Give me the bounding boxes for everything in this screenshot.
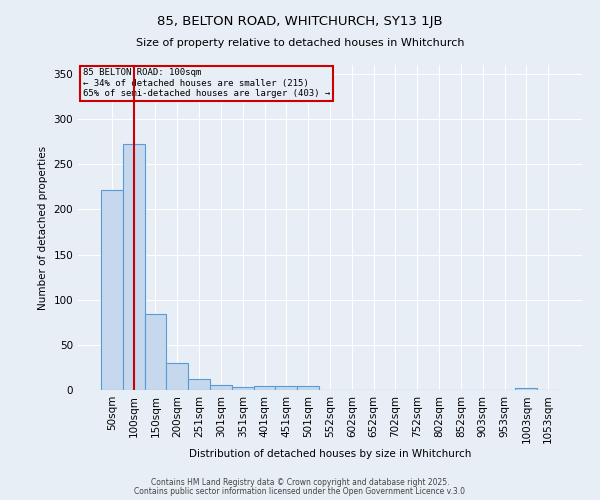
X-axis label: Distribution of detached houses by size in Whitchurch: Distribution of detached houses by size …	[189, 449, 471, 459]
Bar	[166, 363, 188, 390]
Bar	[254, 386, 275, 390]
Text: Contains HM Land Registry data © Crown copyright and database right 2025.: Contains HM Land Registry data © Crown c…	[151, 478, 449, 487]
Bar	[101, 190, 123, 390]
Bar	[297, 386, 319, 390]
Bar	[210, 386, 232, 390]
Bar	[232, 388, 254, 390]
Bar	[275, 386, 297, 390]
Bar	[145, 314, 166, 390]
Bar	[123, 144, 145, 390]
Text: 85 BELTON ROAD: 100sqm
← 34% of detached houses are smaller (215)
65% of semi-de: 85 BELTON ROAD: 100sqm ← 34% of detached…	[83, 68, 330, 98]
Text: Contains public sector information licensed under the Open Government Licence v.: Contains public sector information licen…	[134, 487, 466, 496]
Text: 85, BELTON ROAD, WHITCHURCH, SY13 1JB: 85, BELTON ROAD, WHITCHURCH, SY13 1JB	[157, 15, 443, 28]
Bar	[188, 379, 210, 390]
Text: Size of property relative to detached houses in Whitchurch: Size of property relative to detached ho…	[136, 38, 464, 48]
Y-axis label: Number of detached properties: Number of detached properties	[38, 146, 48, 310]
Bar	[515, 388, 537, 390]
